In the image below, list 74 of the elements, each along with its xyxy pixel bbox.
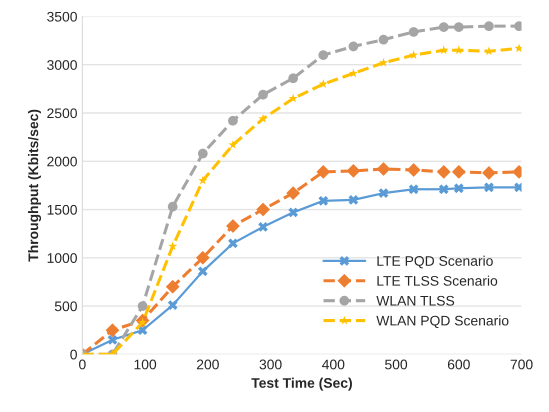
x-tick-label: 400: [322, 360, 344, 370]
point: [318, 50, 328, 60]
x-tick-label: 200: [196, 360, 219, 370]
point: [258, 114, 268, 123]
point: [318, 79, 328, 88]
point: [288, 208, 298, 218]
point: [454, 45, 464, 54]
point: [106, 323, 120, 338]
point: [484, 21, 494, 31]
point: [196, 250, 210, 265]
point: [408, 27, 418, 37]
point: [318, 196, 328, 206]
point: [378, 188, 388, 198]
point: [348, 42, 358, 52]
y-tick-label: 3500: [47, 12, 77, 22]
legend-label: LTE TLSS Scenario: [377, 276, 498, 286]
point: [454, 22, 464, 32]
y-tick-label: 3000: [47, 60, 77, 70]
point: [228, 140, 238, 149]
point: [138, 301, 148, 311]
x-tick-label: 0: [79, 360, 86, 370]
point: [438, 184, 449, 194]
point: [168, 202, 178, 212]
point: [348, 68, 358, 78]
point: [436, 165, 451, 179]
point: [288, 73, 298, 84]
y-tick-label: 2500: [47, 108, 77, 118]
x-axis-title: Test Time (Sec): [251, 378, 352, 391]
point: [408, 184, 418, 194]
point: [168, 300, 178, 310]
x-tick-label: 100: [134, 360, 156, 370]
point: [228, 116, 238, 126]
y-tick-label: 1500: [48, 204, 77, 215]
point: [288, 94, 298, 102]
y-tick-label: 2000: [47, 156, 77, 166]
point: [378, 58, 388, 67]
point: [439, 45, 448, 54]
point: [346, 164, 360, 178]
point: [258, 90, 268, 100]
point: [454, 183, 464, 194]
point: [198, 266, 208, 276]
point: [376, 162, 390, 176]
point: [406, 163, 421, 177]
legend-label: LTE PQD Scenario: [377, 256, 493, 268]
point: [438, 22, 449, 32]
point: [198, 148, 208, 158]
point: [484, 182, 494, 192]
point: [226, 219, 240, 233]
point: [198, 176, 208, 185]
x-tick-label: 300: [260, 360, 282, 370]
point: [482, 166, 496, 180]
legend-label: WLAN TLSS: [376, 296, 454, 306]
x-tick-label: 700: [510, 360, 533, 370]
legend-label: WLAN PQD Scenario: [376, 315, 508, 328]
x-tick-label: 600: [448, 360, 470, 370]
point: [409, 50, 418, 60]
x-tick-label: 500: [385, 360, 408, 370]
point: [166, 280, 180, 294]
point: [378, 34, 388, 45]
point: [286, 186, 300, 200]
point: [348, 195, 358, 205]
point: [452, 165, 466, 179]
y-tick-label: 500: [54, 301, 77, 312]
y-tick-label: 0: [70, 350, 77, 360]
y-axis-title: Throughput (Kbits/sec): [28, 110, 42, 262]
point: [258, 222, 268, 232]
point: [228, 238, 238, 248]
point: [256, 202, 270, 216]
point: [108, 334, 118, 345]
point: [514, 43, 522, 52]
point: [138, 325, 148, 336]
point: [168, 241, 178, 250]
y-tick-label: 1000: [48, 253, 77, 263]
point: [316, 165, 330, 179]
